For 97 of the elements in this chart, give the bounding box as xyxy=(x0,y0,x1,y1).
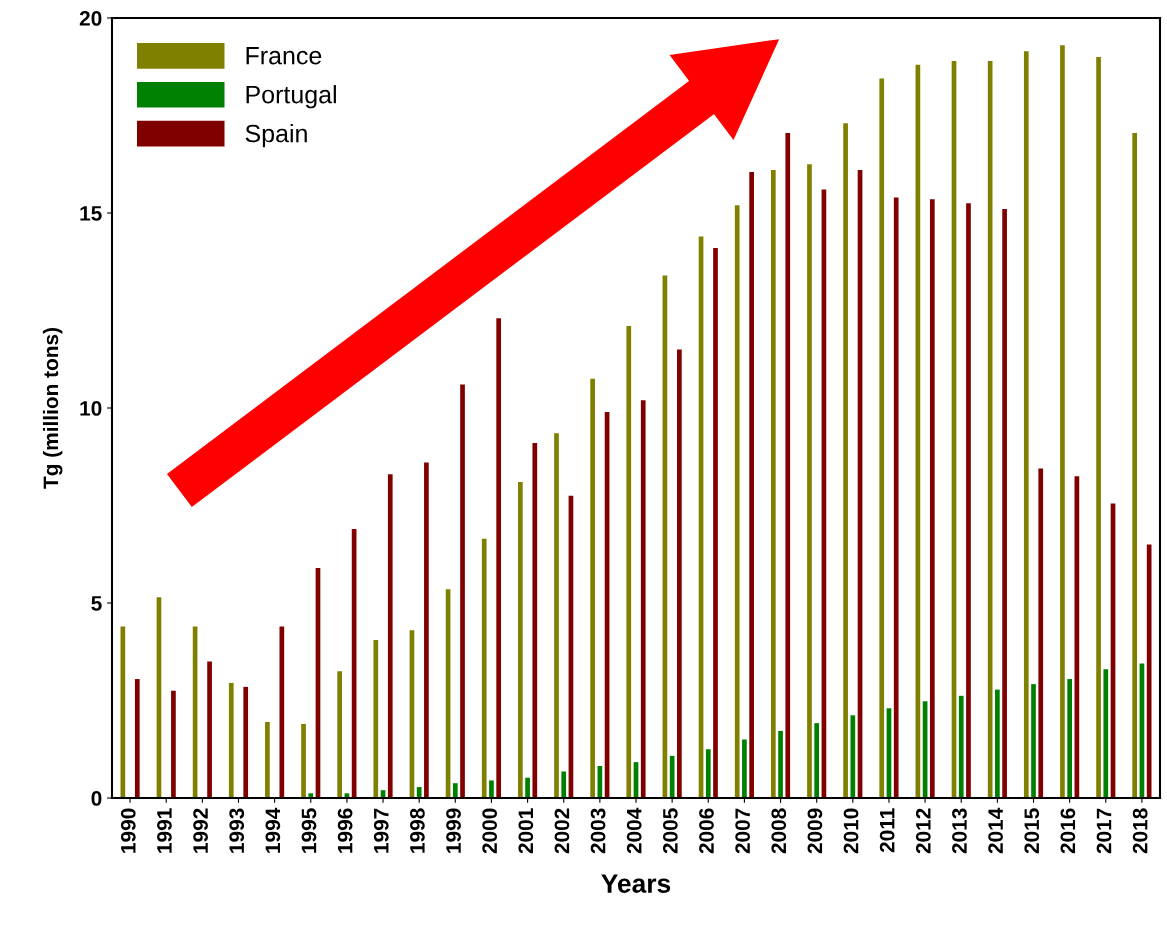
y-axis-title: Tg (million tons) xyxy=(42,328,63,489)
x-tick-label: 2012 xyxy=(915,808,931,854)
bar xyxy=(373,640,379,798)
y-tick-label: 10 xyxy=(80,401,102,416)
bar xyxy=(518,482,523,798)
bar xyxy=(966,203,971,798)
x-tick-label: 2003 xyxy=(590,808,606,854)
bar xyxy=(243,686,249,798)
x-tick-label: 2011 xyxy=(879,808,895,853)
bar xyxy=(120,626,126,798)
x-tick-label: 1992 xyxy=(193,808,208,853)
bar xyxy=(742,739,747,798)
bar xyxy=(958,695,964,798)
legend-label: Portugal xyxy=(246,85,336,109)
x-tick-label: 1991 xyxy=(157,808,172,853)
bar xyxy=(626,326,632,798)
bar xyxy=(279,626,285,798)
x-tick-label: 1990 xyxy=(120,808,136,853)
x-tick-label: 2000 xyxy=(482,808,498,854)
bar xyxy=(489,780,494,798)
bar xyxy=(134,679,140,798)
y-tick-label: 0 xyxy=(91,791,102,806)
bar xyxy=(705,749,711,798)
bar xyxy=(1096,57,1101,798)
x-tick-label: 2016 xyxy=(1060,808,1076,854)
bar xyxy=(1103,669,1109,798)
x-tick-label: 2002 xyxy=(554,808,570,854)
bar xyxy=(301,723,306,798)
bar xyxy=(843,123,848,798)
bar xyxy=(814,723,820,798)
bar xyxy=(265,721,270,798)
bar xyxy=(228,682,234,798)
bar xyxy=(1002,209,1007,798)
x-axis-title: Years xyxy=(601,874,671,893)
x-tick-label: 1993 xyxy=(229,808,245,853)
x-tick-label: 2001 xyxy=(518,808,534,854)
x-tick-label: 2007 xyxy=(735,808,751,854)
bar xyxy=(525,777,530,798)
bar xyxy=(207,661,212,798)
legend-label: Spain xyxy=(245,124,307,148)
bar xyxy=(452,783,458,798)
bar xyxy=(807,164,812,798)
bar xyxy=(496,318,502,798)
bar xyxy=(1031,684,1036,798)
x-tick-label: 2010 xyxy=(843,808,859,854)
bar xyxy=(995,689,1000,798)
y-tick-label: 15 xyxy=(80,206,102,221)
y-tick-label: 20 xyxy=(79,11,102,26)
x-tick-label: 1999 xyxy=(446,808,461,853)
bar xyxy=(416,787,422,798)
x-tick-label: 1997 xyxy=(373,808,389,853)
x-tick-label: 1998 xyxy=(410,808,425,853)
bar xyxy=(532,443,538,798)
bar xyxy=(460,384,465,798)
x-tick-label: 2005 xyxy=(662,808,678,854)
bar xyxy=(987,60,993,798)
bar xyxy=(778,730,783,798)
bar xyxy=(893,197,899,798)
bar xyxy=(785,133,791,798)
x-tick-label: 2018 xyxy=(1132,808,1148,854)
bar xyxy=(387,474,393,798)
bar xyxy=(337,671,343,798)
x-tick-label: 2008 xyxy=(771,808,787,854)
bar xyxy=(1132,133,1138,798)
x-tick-label: 1994 xyxy=(265,807,281,853)
bar xyxy=(308,793,314,798)
bar xyxy=(554,433,559,798)
x-tick-label: 1995 xyxy=(301,808,317,853)
bar xyxy=(1067,679,1072,798)
bar xyxy=(424,462,429,798)
bar xyxy=(171,690,176,798)
bar xyxy=(561,771,567,798)
x-tick-label: 2014 xyxy=(988,807,1003,854)
bar xyxy=(929,199,935,798)
bar xyxy=(749,172,754,798)
y-tick-label: 5 xyxy=(91,596,102,611)
bar xyxy=(590,378,595,798)
bar xyxy=(481,538,487,798)
bar xyxy=(770,170,776,798)
bar xyxy=(734,205,740,798)
bar xyxy=(640,400,646,798)
bar xyxy=(1023,51,1029,798)
legend-label: France xyxy=(246,47,322,65)
x-tick-label: 1996 xyxy=(337,808,353,853)
bar xyxy=(1060,45,1065,798)
bar xyxy=(1146,544,1152,798)
x-tick-label: 2006 xyxy=(699,808,714,854)
bar xyxy=(850,715,856,798)
x-tick-label: 2004 xyxy=(626,807,642,854)
x-tick-label: 2017 xyxy=(1096,808,1112,854)
bar xyxy=(879,78,885,798)
x-tick-label: 2009 xyxy=(807,808,823,854)
bar xyxy=(1038,468,1044,798)
bar xyxy=(677,349,682,798)
x-tick-label: 2015 xyxy=(1024,808,1040,854)
bar xyxy=(713,248,718,798)
x-tick-label: 2013 xyxy=(952,808,967,854)
